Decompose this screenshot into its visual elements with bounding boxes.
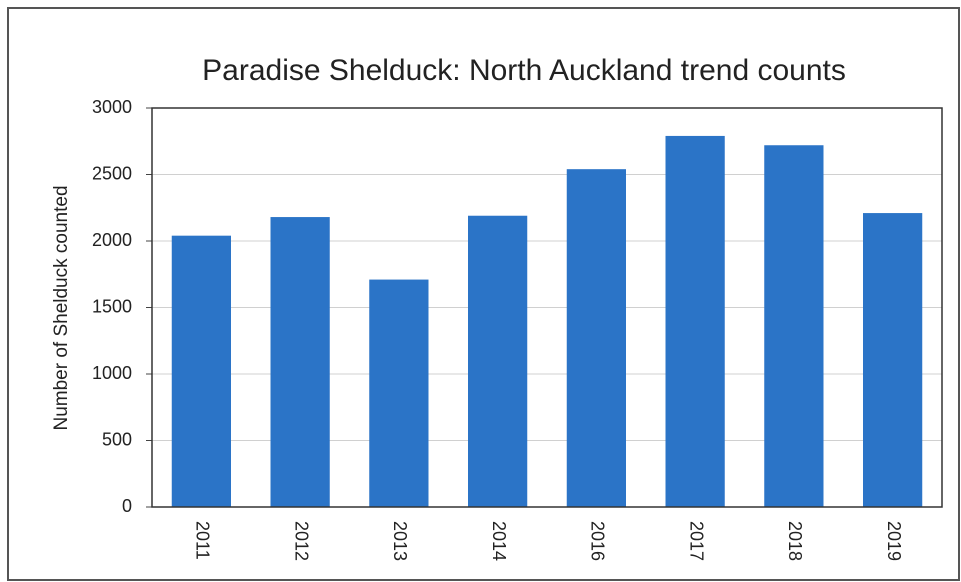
bar xyxy=(468,215,528,508)
x-tick-label: 2018 xyxy=(785,521,805,561)
chart-title: Paradise Shelduck: North Auckland trend … xyxy=(202,54,846,87)
x-tick-label: 2016 xyxy=(588,521,608,561)
y-tick-label: 1500 xyxy=(92,296,132,316)
y-tick-label: 2000 xyxy=(92,230,132,250)
bar xyxy=(863,213,923,507)
x-tick-label: 2013 xyxy=(390,521,410,561)
bar xyxy=(665,135,725,507)
bar xyxy=(171,235,231,507)
x-tick-label: 2012 xyxy=(291,521,311,561)
plot-frame xyxy=(151,107,943,508)
y-tick-label: 2500 xyxy=(92,163,132,183)
y-tick-label: 3000 xyxy=(92,97,132,117)
x-tick-label: 2019 xyxy=(884,521,904,561)
x-tick-label: 2014 xyxy=(489,521,509,561)
y-tick-label: 1000 xyxy=(92,363,132,383)
x-tick-label: 2011 xyxy=(193,521,213,560)
x-tick-label: 2017 xyxy=(686,521,706,561)
y-tick-label: 0 xyxy=(122,496,132,516)
bar xyxy=(566,169,626,507)
y-axis-label: Number of Shelduck counted xyxy=(51,185,72,430)
bar xyxy=(369,279,429,507)
bar xyxy=(764,145,824,508)
y-tick-label: 500 xyxy=(102,429,132,449)
bar xyxy=(270,217,330,507)
